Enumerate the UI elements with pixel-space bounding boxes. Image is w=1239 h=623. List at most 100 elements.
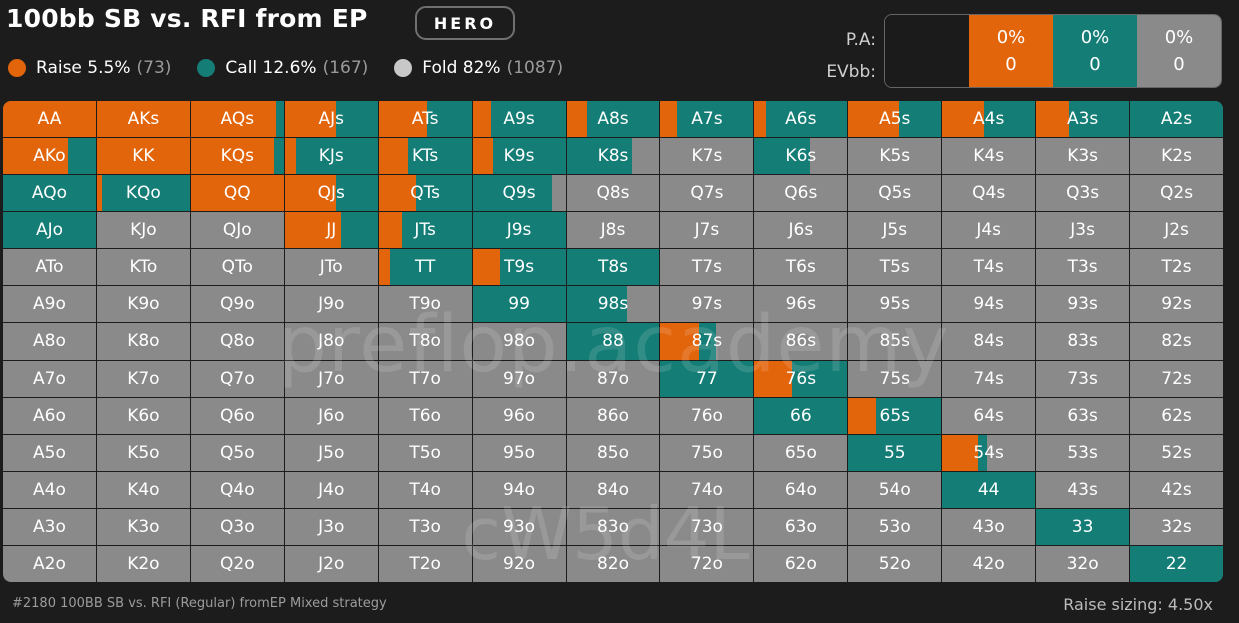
hand-cell[interactable]: 95o bbox=[472, 434, 566, 471]
hand-cell[interactable]: T7s bbox=[660, 249, 754, 286]
hand-cell[interactable]: K9s bbox=[472, 138, 566, 175]
hand-cell[interactable]: J8s bbox=[566, 212, 660, 249]
hand-cell[interactable]: A8o bbox=[3, 323, 96, 360]
hand-cell[interactable]: QJo bbox=[190, 212, 284, 249]
hand-cell[interactable]: A6s bbox=[754, 101, 848, 138]
hand-cell[interactable]: T4s bbox=[942, 249, 1036, 286]
hand-cell[interactable]: TT bbox=[378, 249, 472, 286]
hand-cell[interactable]: JJ bbox=[284, 212, 378, 249]
hand-cell[interactable]: 54s bbox=[942, 434, 1036, 471]
hero-badge[interactable]: HERO bbox=[415, 6, 515, 40]
hand-cell[interactable]: K2o bbox=[96, 545, 190, 582]
hand-cell[interactable]: 72o bbox=[660, 545, 754, 582]
hand-cell[interactable]: J5s bbox=[848, 212, 942, 249]
hand-cell[interactable]: AJs bbox=[284, 101, 378, 138]
hand-cell[interactable]: AQs bbox=[190, 101, 284, 138]
hand-cell[interactable]: T4o bbox=[378, 471, 472, 508]
hand-cell[interactable]: K8o bbox=[96, 323, 190, 360]
hand-cell[interactable]: K5s bbox=[848, 138, 942, 175]
hand-cell[interactable]: Q2o bbox=[190, 545, 284, 582]
hand-cell[interactable]: ATo bbox=[3, 249, 96, 286]
hand-cell[interactable]: A9s bbox=[472, 101, 566, 138]
hand-cell[interactable]: 93s bbox=[1036, 286, 1130, 323]
hand-cell[interactable]: J3o bbox=[284, 508, 378, 545]
hand-cell[interactable]: 92s bbox=[1130, 286, 1223, 323]
hand-cell[interactable]: T6s bbox=[754, 249, 848, 286]
hand-cell[interactable]: T8o bbox=[378, 323, 472, 360]
hand-cell[interactable]: Q6s bbox=[754, 175, 848, 212]
hand-cell[interactable]: ATs bbox=[378, 101, 472, 138]
hand-cell[interactable]: 75o bbox=[660, 434, 754, 471]
hand-cell[interactable]: 73o bbox=[660, 508, 754, 545]
hand-cell[interactable]: J4o bbox=[284, 471, 378, 508]
hand-cell[interactable]: KJo bbox=[96, 212, 190, 249]
hand-cell[interactable]: T6o bbox=[378, 397, 472, 434]
hand-cell[interactable]: K5o bbox=[96, 434, 190, 471]
hand-cell[interactable]: 63s bbox=[1036, 397, 1130, 434]
hand-cell[interactable]: 82o bbox=[566, 545, 660, 582]
hand-cell[interactable]: K9o bbox=[96, 286, 190, 323]
hand-cell[interactable]: A7o bbox=[3, 360, 96, 397]
hand-cell[interactable]: J7s bbox=[660, 212, 754, 249]
hand-cell[interactable]: 76s bbox=[754, 360, 848, 397]
hand-cell[interactable]: Q7o bbox=[190, 360, 284, 397]
hand-cell[interactable]: QQ bbox=[190, 175, 284, 212]
hand-cell[interactable]: AA bbox=[3, 101, 96, 138]
hand-cell[interactable]: A6o bbox=[3, 397, 96, 434]
hand-cell[interactable]: QTo bbox=[190, 249, 284, 286]
hand-cell[interactable]: Q4s bbox=[942, 175, 1036, 212]
hand-cell[interactable]: Q5o bbox=[190, 434, 284, 471]
hand-cell[interactable]: 98o bbox=[472, 323, 566, 360]
hand-cell[interactable]: 76o bbox=[660, 397, 754, 434]
hand-cell[interactable]: KJs bbox=[284, 138, 378, 175]
hand-cell[interactable]: QTs bbox=[378, 175, 472, 212]
hand-cell[interactable]: T3s bbox=[1036, 249, 1130, 286]
hand-cell[interactable]: T7o bbox=[378, 360, 472, 397]
hand-cell[interactable]: J4s bbox=[942, 212, 1036, 249]
hand-cell[interactable]: J7o bbox=[284, 360, 378, 397]
hand-cell[interactable]: 84s bbox=[942, 323, 1036, 360]
hand-cell[interactable]: K2s bbox=[1130, 138, 1223, 175]
hand-cell[interactable]: 83s bbox=[1036, 323, 1130, 360]
hand-cell[interactable]: 94o bbox=[472, 471, 566, 508]
hand-cell[interactable]: 88 bbox=[566, 323, 660, 360]
hand-cell[interactable]: K4o bbox=[96, 471, 190, 508]
hand-cell[interactable]: J6o bbox=[284, 397, 378, 434]
hand-cell[interactable]: J2s bbox=[1130, 212, 1223, 249]
hand-cell[interactable]: KTo bbox=[96, 249, 190, 286]
hand-cell[interactable]: 65o bbox=[754, 434, 848, 471]
hand-cell[interactable]: 74s bbox=[942, 360, 1036, 397]
hand-cell[interactable]: T9o bbox=[378, 286, 472, 323]
hand-cell[interactable]: 95s bbox=[848, 286, 942, 323]
hand-cell[interactable]: T5s bbox=[848, 249, 942, 286]
hand-cell[interactable]: 85s bbox=[848, 323, 942, 360]
hand-cell[interactable]: 66 bbox=[754, 397, 848, 434]
hand-cell[interactable]: 86s bbox=[754, 323, 848, 360]
hand-cell[interactable]: 63o bbox=[754, 508, 848, 545]
hand-cell[interactable]: 86o bbox=[566, 397, 660, 434]
hand-cell[interactable]: J8o bbox=[284, 323, 378, 360]
hand-cell[interactable]: 75s bbox=[848, 360, 942, 397]
hand-cell[interactable]: A2o bbox=[3, 545, 96, 582]
hand-cell[interactable]: T2s bbox=[1130, 249, 1223, 286]
hand-cell[interactable]: A4s bbox=[942, 101, 1036, 138]
hand-cell[interactable]: KTs bbox=[378, 138, 472, 175]
hand-cell[interactable]: J9s bbox=[472, 212, 566, 249]
hand-cell[interactable]: QJs bbox=[284, 175, 378, 212]
hand-cell[interactable]: Q3s bbox=[1036, 175, 1130, 212]
hand-cell[interactable]: 55 bbox=[848, 434, 942, 471]
hand-cell[interactable]: A4o bbox=[3, 471, 96, 508]
hand-cell[interactable]: Q5s bbox=[848, 175, 942, 212]
hand-cell[interactable]: K4s bbox=[942, 138, 1036, 175]
hand-cell[interactable]: KK bbox=[96, 138, 190, 175]
hand-cell[interactable]: 99 bbox=[472, 286, 566, 323]
hand-cell[interactable]: A7s bbox=[660, 101, 754, 138]
hand-cell[interactable]: Q9s bbox=[472, 175, 566, 212]
hand-cell[interactable]: 53o bbox=[848, 508, 942, 545]
hand-cell[interactable]: Q8o bbox=[190, 323, 284, 360]
hand-cell[interactable]: AJo bbox=[3, 212, 96, 249]
hand-cell[interactable]: 32o bbox=[1036, 545, 1130, 582]
hand-cell[interactable]: T8s bbox=[566, 249, 660, 286]
hand-cell[interactable]: 52o bbox=[848, 545, 942, 582]
hand-cell[interactable]: 43s bbox=[1036, 471, 1130, 508]
